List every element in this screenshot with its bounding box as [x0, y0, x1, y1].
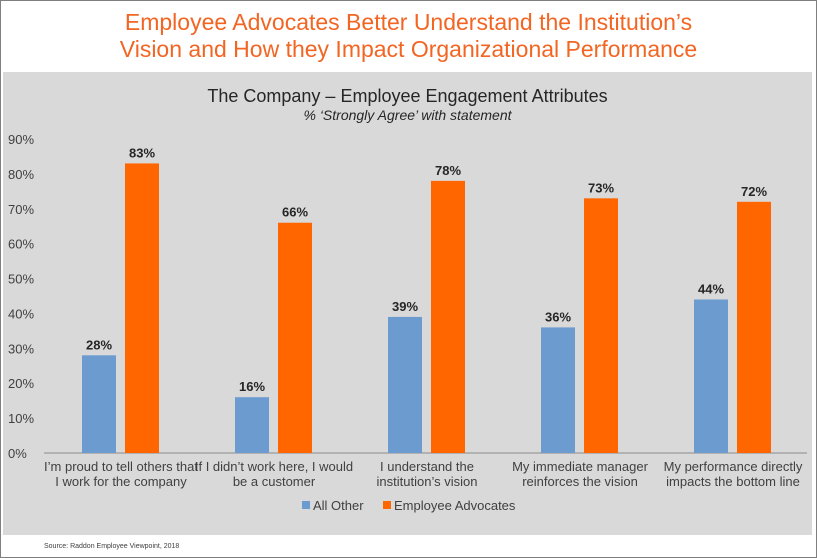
data-label: 28%: [86, 337, 112, 352]
data-label: 66%: [282, 205, 308, 220]
category-label: be a customer: [233, 474, 316, 489]
category-label: My immediate manager: [512, 459, 648, 474]
category-label: I understand the: [380, 459, 474, 474]
data-label: 73%: [588, 180, 614, 195]
y-tick-label: 30%: [8, 341, 34, 356]
y-tick-label: 80%: [8, 167, 34, 182]
y-tick-label: 40%: [8, 306, 34, 321]
bar-employee-advocates: [431, 180, 465, 453]
bar-employee-advocates: [584, 198, 618, 453]
source-note: Source: Raddon Employee Viewpoint, 2018: [44, 543, 180, 550]
legend-label-all-other: All Other: [313, 498, 364, 513]
data-label: 83%: [129, 145, 155, 160]
bar-all-other: [388, 316, 422, 453]
category-label: institution’s vision: [377, 474, 478, 489]
y-tick-label: 0%: [8, 446, 27, 461]
legend-swatch-employee-advocates: [383, 501, 391, 509]
bar-all-other: [694, 299, 728, 453]
bar-employee-advocates: [737, 201, 771, 453]
headline-line-1: Employee Advocates Better Understand the…: [124, 9, 693, 35]
y-tick-label: 50%: [8, 272, 34, 287]
chart-title: The Company – Employee Engagement Attrib…: [207, 86, 608, 106]
bar-all-other: [541, 327, 575, 453]
y-tick-label: 70%: [8, 202, 34, 217]
data-label: 39%: [392, 299, 418, 314]
data-label: 78%: [435, 163, 461, 178]
headline-line-2: Vision and How they Impact Organizationa…: [119, 36, 698, 62]
data-label: 44%: [698, 281, 724, 296]
y-tick-label: 90%: [8, 132, 34, 147]
category-label: I’m proud to tell others that: [44, 459, 198, 474]
bar-employee-advocates: [125, 163, 159, 453]
category-label: I work for the company: [55, 474, 187, 489]
bar-all-other: [82, 355, 116, 453]
category-label: reinforces the vision: [522, 474, 638, 489]
legend-swatch-all-other: [302, 501, 310, 509]
chart-subtitle: % ‘Strongly Agree’ with statement: [303, 107, 512, 123]
data-label: 16%: [239, 379, 265, 394]
category-label: My performance directly: [664, 459, 803, 474]
bar-all-other: [235, 397, 269, 453]
y-tick-label: 20%: [8, 376, 34, 391]
category-label: If I didn’t work here, I would: [195, 459, 353, 474]
bar-employee-advocates: [278, 222, 312, 453]
data-label: 72%: [741, 184, 767, 199]
y-tick-label: 60%: [8, 237, 34, 252]
legend-label-employee-advocates: Employee Advocates: [394, 498, 516, 513]
slide-headline: Employee Advocates Better Understand the…: [1, 9, 816, 63]
category-label: impacts the bottom line: [666, 474, 800, 489]
y-tick-label: 10%: [8, 411, 34, 426]
data-label: 36%: [545, 309, 571, 324]
